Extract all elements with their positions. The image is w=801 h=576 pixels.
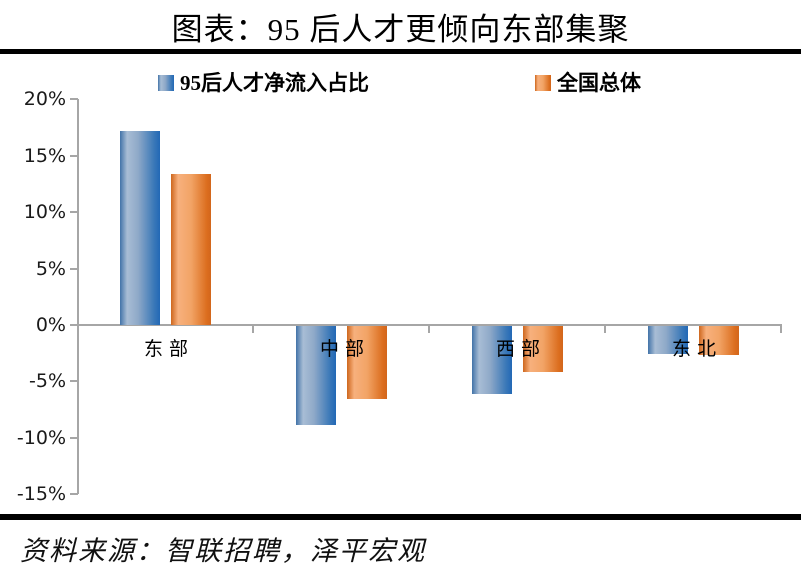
- top-divider: [0, 49, 801, 54]
- xtick-mark: [780, 326, 782, 333]
- ytick-label: -15%: [16, 483, 66, 506]
- ytick-mark: [70, 154, 78, 157]
- ytick-mark: [70, 267, 78, 270]
- legend-label-series1: 95后人才净流入占比: [180, 71, 369, 95]
- ytick-label: 0%: [35, 314, 66, 336]
- ytick-mark: [70, 211, 78, 214]
- category-label: 东北: [671, 339, 722, 360]
- y-axis-line: [77, 99, 79, 495]
- category-label: 东部: [143, 339, 194, 360]
- ytick-mark: [70, 98, 78, 101]
- bar-series1-3: [472, 326, 512, 394]
- xtick-mark: [604, 326, 606, 333]
- source-note: 资料来源：智联招聘，泽平宏观: [20, 536, 426, 566]
- legend-label-series2: 全国总体: [557, 71, 641, 95]
- ytick-label: 5%: [35, 257, 66, 280]
- bar-series2-2: [347, 326, 387, 400]
- bar-series2-1: [171, 173, 211, 325]
- ytick-label: 10%: [23, 201, 66, 224]
- category-label: 中部: [319, 339, 370, 360]
- bar-series2-4: [699, 326, 739, 356]
- ytick-label: -10%: [16, 426, 66, 449]
- bar-series1-1: [120, 130, 160, 325]
- xtick-mark: [428, 326, 430, 333]
- ytick-label: 20%: [23, 88, 66, 111]
- legend-swatch-blue-icon: [158, 75, 174, 91]
- bar-series1-4: [648, 326, 688, 355]
- ytick-mark: [70, 324, 78, 326]
- bar-series2-3: [523, 326, 563, 373]
- ytick-mark: [70, 493, 78, 496]
- category-label: 西部: [495, 339, 546, 360]
- chart-title: 图表：95 后人才更倾向东部集聚: [171, 12, 630, 47]
- legend-swatch-orange-icon: [535, 75, 551, 91]
- ytick-label: 15%: [23, 144, 66, 167]
- ytick-label: -5%: [29, 370, 66, 393]
- xtick-mark: [252, 326, 254, 333]
- x-axis-line: [77, 324, 782, 326]
- bottom-divider: [0, 514, 801, 520]
- bar-series1-2: [296, 326, 336, 426]
- ytick-mark: [70, 380, 78, 383]
- ytick-mark: [70, 436, 78, 439]
